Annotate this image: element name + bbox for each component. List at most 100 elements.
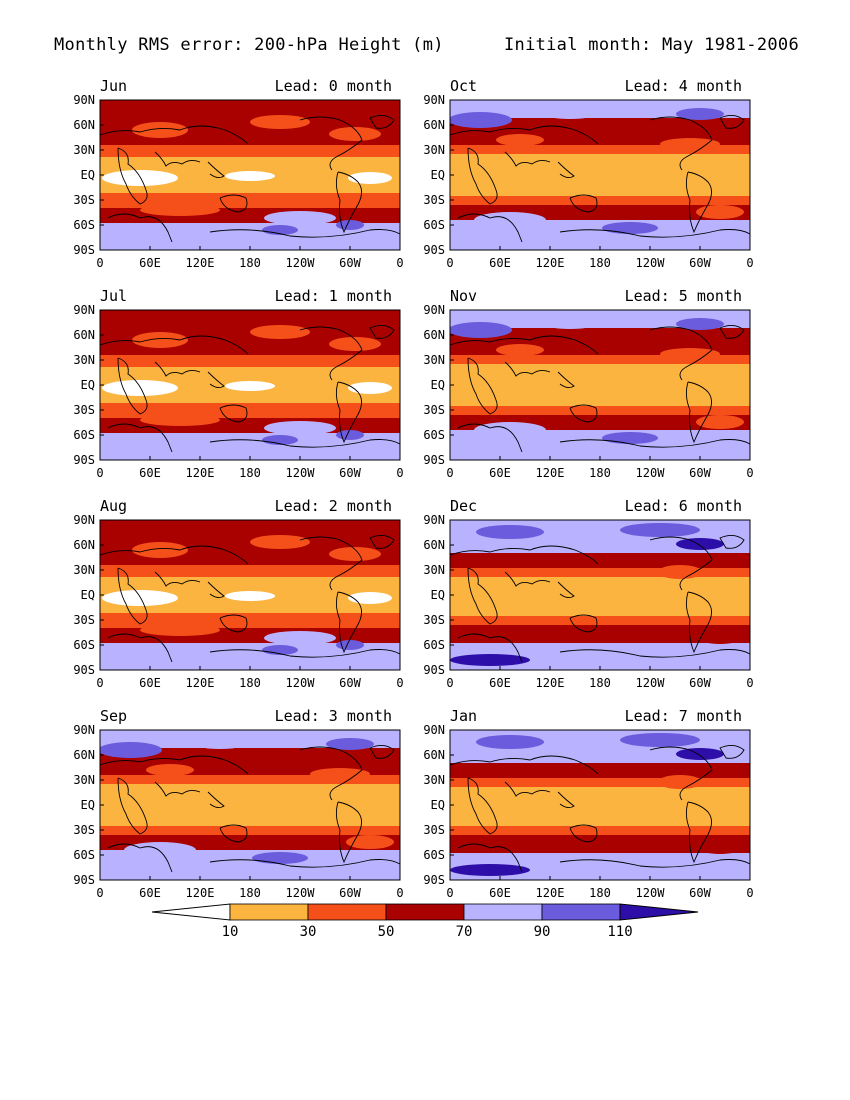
coastline: [557, 161, 575, 179]
coastline: [685, 171, 712, 234]
lat-tick-label: 30N: [423, 143, 445, 157]
contour-band: [450, 553, 750, 569]
contour-field: [450, 730, 750, 880]
lon-tick-label: 120W: [636, 676, 666, 690]
coastline: [369, 535, 395, 549]
lon-tick-label: 120E: [536, 466, 565, 480]
lon-tick-label: 0: [96, 466, 103, 480]
contour-blob: [658, 565, 702, 579]
lon-tick-label: 120W: [286, 256, 316, 270]
panel-lead-label: Lead: 1 month: [275, 287, 392, 305]
lat-tick-label: 60S: [73, 428, 95, 442]
contour-blob: [660, 348, 720, 360]
panel-month-label: Sep: [100, 707, 127, 725]
coastline: [450, 125, 599, 145]
colorbar-segment: [229, 903, 309, 921]
lon-tick-label: 120W: [636, 886, 666, 900]
coastline: [335, 801, 362, 864]
lat-tick-label: 60N: [423, 328, 445, 342]
contour-blob: [264, 211, 336, 225]
panel-month-label: Dec: [450, 497, 477, 515]
colorbar-segment: [463, 903, 543, 921]
coastline: [504, 361, 551, 377]
lat-tick-label: 30S: [73, 613, 95, 627]
lon-tick-label: 60W: [339, 886, 361, 900]
lon-tick-label: 180: [239, 466, 261, 480]
contour-blob: [100, 742, 162, 758]
lon-tick-label: 60E: [489, 256, 511, 270]
coastline: [299, 116, 363, 171]
coastline: [685, 591, 712, 654]
lon-tick-label: 0: [446, 886, 453, 900]
lat-tick-label: 30S: [423, 403, 445, 417]
contour-blob: [225, 171, 275, 181]
coastline: [559, 439, 750, 448]
coastline: [107, 423, 173, 453]
coastline: [100, 125, 249, 145]
contour-blob: [450, 112, 512, 128]
lat-tick-label: 30N: [73, 143, 95, 157]
contour-band: [450, 577, 750, 617]
lat-tick-label: 90S: [73, 663, 95, 677]
lon-tick-label: 0: [96, 886, 103, 900]
coastline: [559, 859, 750, 868]
coastline: [457, 213, 523, 243]
colorbar-high-arrow: [619, 903, 699, 921]
lon-tick-label: 0: [446, 256, 453, 270]
colorbar-label: 50: [378, 924, 395, 940]
coastline: [649, 746, 713, 801]
contour-blob: [140, 414, 220, 426]
lat-tick-label: 60N: [423, 118, 445, 132]
coastline: [685, 801, 712, 864]
coastline: [154, 571, 201, 587]
coastline: [100, 545, 249, 565]
contour-blob: [336, 430, 364, 440]
contour-blob: [676, 318, 724, 330]
contour-band: [450, 778, 750, 788]
lon-tick-label: 180: [239, 256, 261, 270]
coastline: [117, 567, 148, 625]
coastline: [557, 581, 575, 599]
colorbar-label: 110: [607, 924, 632, 940]
contour-blob: [676, 108, 724, 120]
contour-band: [450, 787, 750, 827]
contour-blob: [450, 322, 512, 338]
coastline: [335, 381, 362, 444]
coastline: [504, 151, 551, 167]
contour-blob: [132, 122, 188, 138]
contour-blob: [696, 205, 744, 219]
lat-tick-label: 60N: [423, 538, 445, 552]
coastline: [719, 325, 745, 339]
lat-tick-label: 60S: [423, 848, 445, 862]
colorbar-label: 10: [222, 924, 239, 940]
lat-tick-label: 30N: [73, 353, 95, 367]
lat-tick-label: 90N: [73, 93, 95, 107]
lon-tick-label: 60W: [339, 676, 361, 690]
contour-blob: [544, 109, 596, 119]
contour-blob: [348, 382, 392, 394]
contour-blob: [102, 170, 178, 186]
contour-blob: [102, 380, 178, 396]
contour-field: [100, 310, 400, 460]
panel-lead-label: Lead: 5 month: [625, 287, 742, 305]
coastline: [649, 326, 713, 381]
lon-tick-label: 60E: [139, 466, 161, 480]
coastline: [569, 194, 598, 213]
lon-tick-label: 60W: [689, 676, 711, 690]
lon-tick-label: 60W: [689, 466, 711, 480]
contour-blob: [520, 763, 580, 777]
panel-lead-label: Lead: 2 month: [275, 497, 392, 515]
colorbar: 10 30 50 70 90 110: [151, 903, 699, 940]
contour-blob: [329, 547, 381, 561]
contour-band: [450, 835, 750, 854]
lat-tick-label: 60S: [423, 638, 445, 652]
lat-tick-label: 30N: [423, 773, 445, 787]
contour-band: [450, 364, 750, 407]
lat-tick-label: EQ: [81, 798, 95, 812]
coastline: [117, 147, 148, 205]
lon-tick-label: 120W: [286, 886, 316, 900]
lat-tick-label: 30S: [423, 823, 445, 837]
coastline: [467, 147, 498, 205]
